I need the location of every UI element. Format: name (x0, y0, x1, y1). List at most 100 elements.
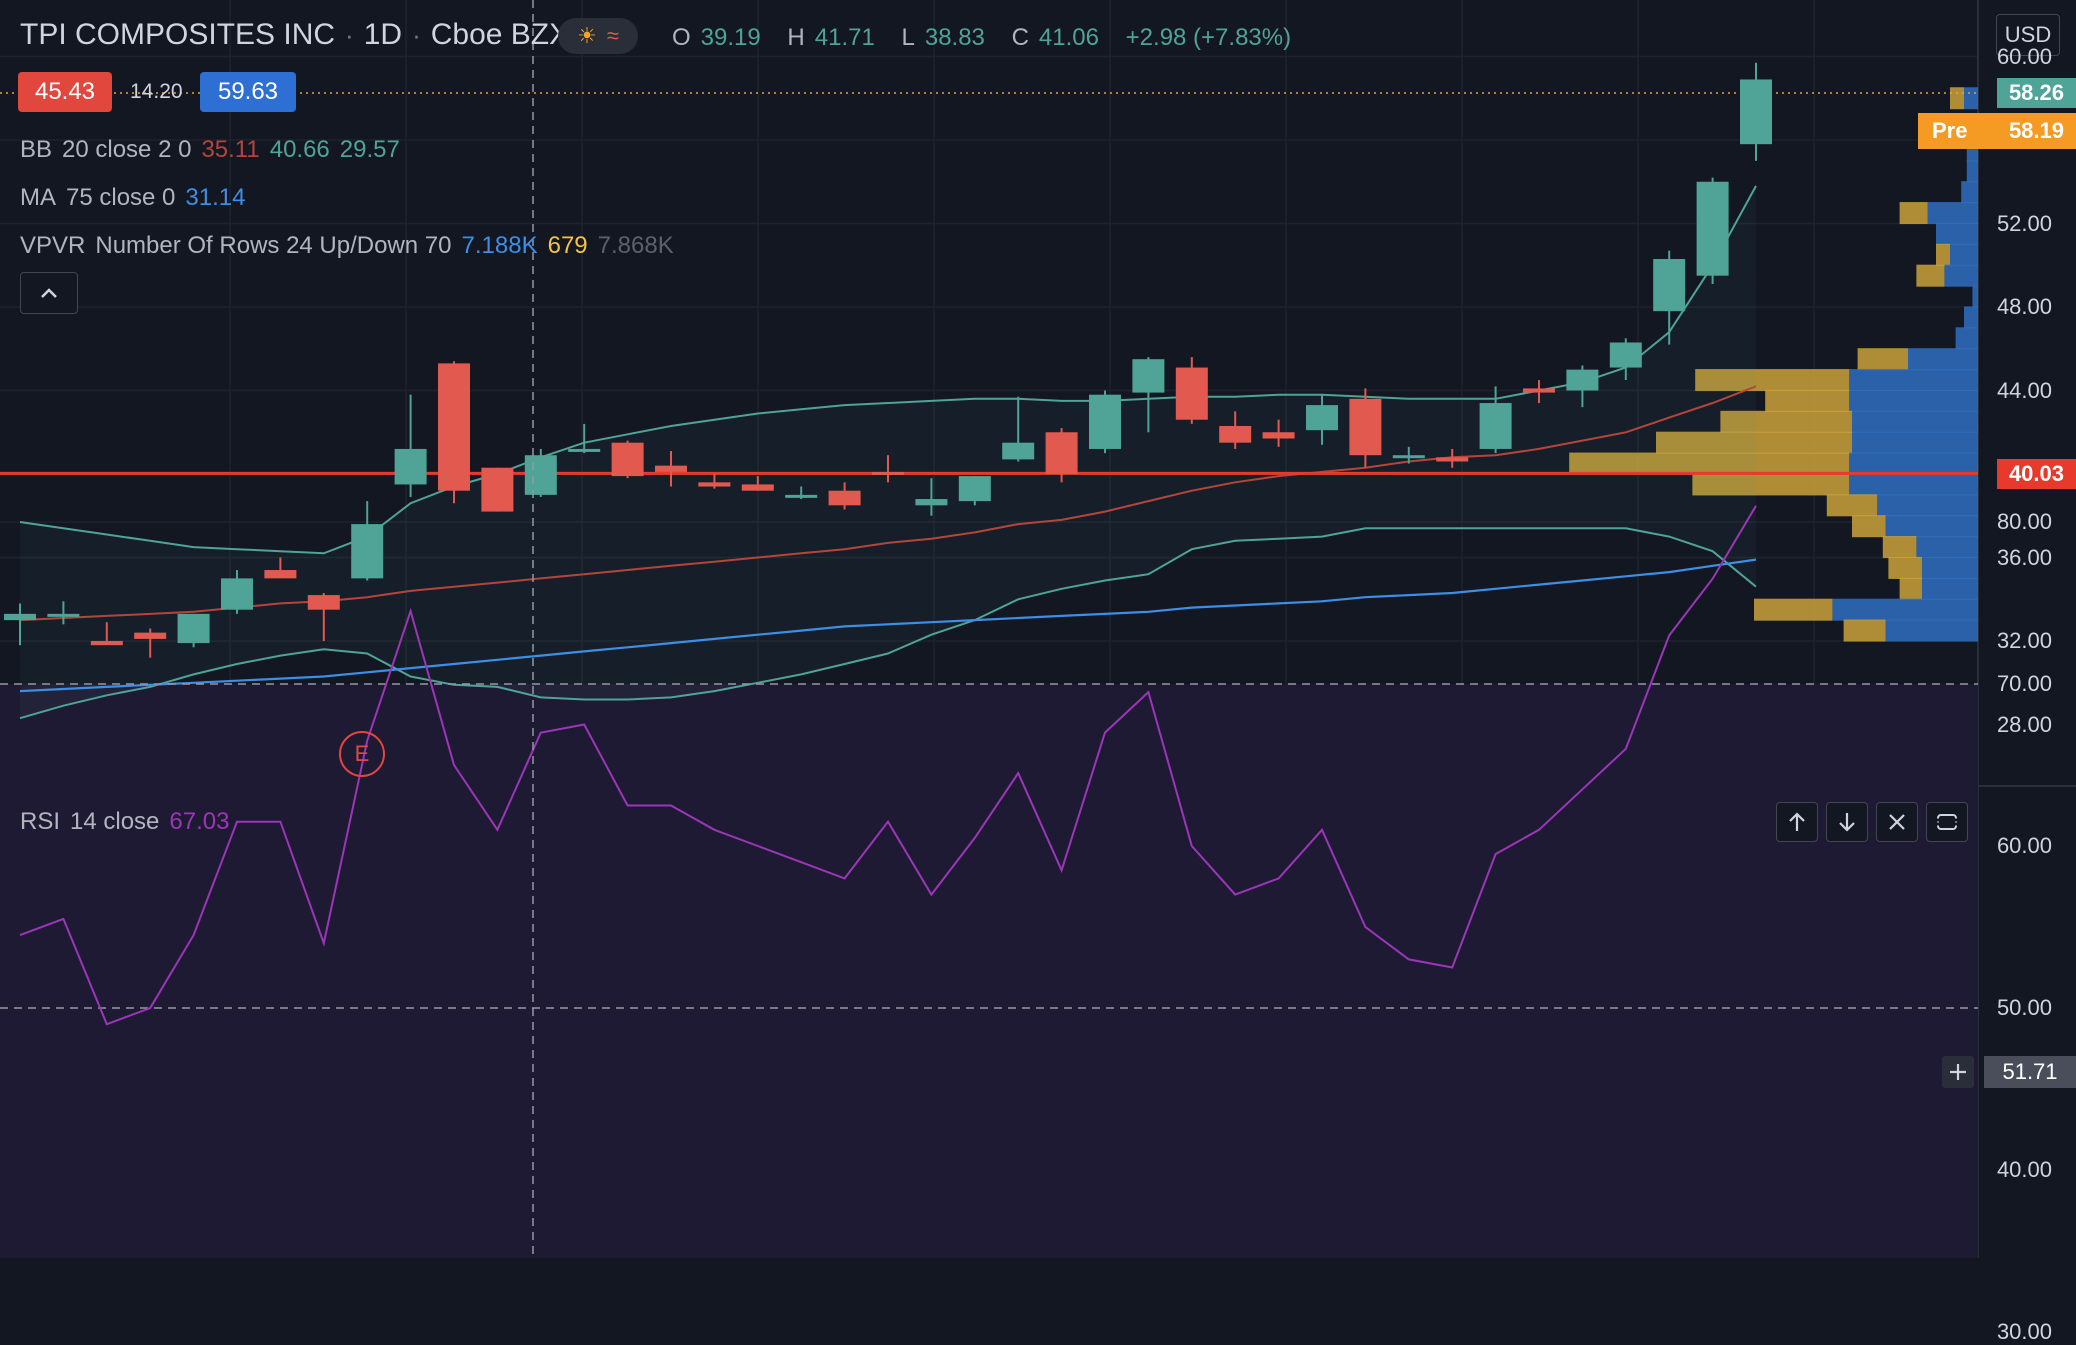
vp-down-bar (1950, 87, 1964, 110)
vp-down-bar (1569, 452, 1850, 475)
vp-down-bar (1857, 348, 1908, 371)
vp-up-bar (1964, 306, 1978, 329)
candle-body (958, 476, 991, 502)
vp-up-bar (1849, 473, 1978, 496)
candle-body (611, 442, 644, 477)
vp-down-bar (1754, 598, 1833, 621)
spread-value: 14.20 (130, 80, 183, 103)
candle-body (134, 632, 167, 639)
candle-body (394, 448, 427, 485)
chart-canvas[interactable] (0, 0, 2076, 1258)
vp-up-bar (1922, 577, 1978, 600)
candle-body (1609, 342, 1642, 368)
candle-body (1436, 457, 1469, 462)
candle-body (1566, 369, 1599, 391)
candle-body (307, 595, 340, 610)
vp-down-bar (1765, 389, 1850, 412)
vp-down-bar (1899, 577, 1922, 600)
candle-body (1219, 425, 1252, 443)
plus-icon (1950, 1064, 1966, 1080)
maximize-pane-button[interactable] (1926, 802, 1968, 842)
vp-down-bar (1656, 431, 1852, 454)
vp-up-bar (1852, 431, 1978, 454)
vp-up-bar (1944, 264, 1978, 287)
candle-body (1306, 405, 1338, 431)
earnings-marker[interactable]: E (339, 731, 385, 777)
rsi-line (19, 505, 1757, 1026)
exchange: Cboe BZX (430, 18, 570, 51)
vp-down-bar (1720, 410, 1852, 433)
rsi-band (0, 684, 1978, 1258)
move-pane-down-button[interactable] (1826, 802, 1868, 842)
vp-down-bar (1916, 264, 1945, 287)
ma-legend[interactable]: MA 75 close 0 31.14 (20, 184, 246, 211)
candle-body (1262, 432, 1295, 439)
candle-body (221, 578, 253, 610)
candle-body (90, 641, 123, 646)
candle-body (1392, 455, 1425, 459)
collapse-legend-button[interactable] (20, 272, 78, 314)
price-tick-label: 36.00 (1996, 544, 2052, 570)
crosshair-add-button[interactable] (1942, 1056, 1974, 1088)
crosshair-rsi-tag: 51.71 (1984, 1056, 2076, 1088)
interval[interactable]: 1D (363, 18, 403, 51)
vpvr-legend[interactable]: VPVR Number Of Rows 24 Up/Down 70 7.188K 67… (20, 232, 674, 259)
last-price-tag: 58.26 (1996, 78, 2076, 108)
bb-lower-line (19, 527, 1757, 720)
vp-down-bar (1826, 494, 1878, 517)
candle-body (1175, 367, 1208, 420)
symbol-name[interactable]: TPI COMPOSITES INC (20, 18, 336, 51)
close-pane-button[interactable] (1876, 802, 1918, 842)
vp-up-bar (1908, 348, 1978, 371)
vp-up-bar (1849, 369, 1978, 392)
buy-button[interactable]: 59.63 (200, 72, 296, 112)
candle-body (524, 455, 557, 495)
bb-legend[interactable]: BB 20 close 2 0 35.11 40.66 29.57 (20, 136, 400, 163)
candle-body (1696, 181, 1729, 276)
arrow-up-icon (1789, 812, 1805, 831)
candle-body (438, 363, 470, 491)
move-pane-up-button[interactable] (1776, 802, 1818, 842)
vp-down-bar (1888, 556, 1922, 579)
candle-body (655, 465, 687, 472)
vp-up-bar (1832, 598, 1978, 621)
vp-up-bar (1972, 285, 1978, 308)
candle-body (1045, 432, 1078, 474)
market-status-badge[interactable]: ☀ ≈ (558, 18, 638, 54)
price-tick-label: 60.00 (1996, 43, 2052, 69)
vp-down-bar (1695, 369, 1850, 392)
vp-up-bar (1964, 87, 1978, 110)
price-tick-label: 52.00 (1996, 210, 2052, 236)
candle-body (1523, 388, 1555, 393)
price-tick-label: 48.00 (1996, 294, 2052, 319)
ohlc-legend: O 39.19 H 41.71 L 38.83 C 41.06 +2.98 (+7.83… (672, 24, 1292, 51)
maximize-icon (1936, 814, 1958, 830)
change-value: +2.98 (+7.83%) (1125, 24, 1292, 51)
candle-body (1132, 359, 1165, 393)
rsi-tick-label: 30.00 (1996, 1319, 2052, 1344)
candle-body (264, 570, 297, 579)
vp-up-bar (1852, 410, 1978, 433)
vp-up-bar (1961, 181, 1978, 204)
rsi-tick-label: 40.00 (1996, 1157, 2052, 1182)
vp-up-bar (1927, 202, 1978, 225)
rsi-legend[interactable]: RSI 14 close 67.03 (20, 808, 230, 835)
price-tick-label: 28.00 (1996, 711, 2052, 737)
candle-body (741, 484, 774, 491)
arrow-down-icon (1839, 813, 1855, 832)
currency-button[interactable]: USD (1996, 14, 2060, 56)
candle-body (698, 482, 731, 487)
candle-body (47, 613, 80, 617)
candle-body (568, 448, 601, 452)
candle-body (872, 471, 904, 475)
sell-button[interactable]: 45.43 (18, 72, 112, 112)
vp-down-bar (1692, 473, 1850, 496)
bb-fill (20, 185, 1756, 719)
candle-body (177, 613, 210, 644)
candle-body (1349, 398, 1382, 456)
vp-up-bar (1955, 327, 1978, 350)
vp-up-bar (1950, 243, 1978, 266)
symbol-legend: TPI COMPOSITES INC · 1D · Cboe BZX (20, 18, 570, 51)
bb-upper-line (19, 185, 1757, 555)
candle-body (351, 524, 384, 579)
